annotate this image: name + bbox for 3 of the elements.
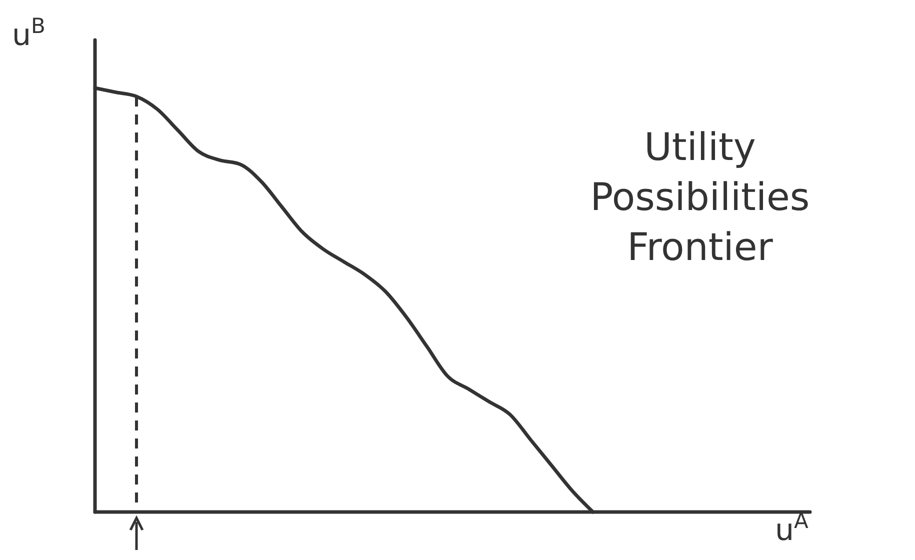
- text: u$^{A}$: [775, 509, 810, 548]
- annotation: Utility Possibilities Frontier: [590, 125, 810, 269]
- y-axis-title: u$^{B}$: [12, 14, 46, 53]
